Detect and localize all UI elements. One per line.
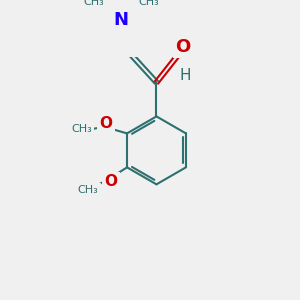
- Text: CH₃: CH₃: [138, 0, 159, 8]
- Text: CH₃: CH₃: [71, 124, 92, 134]
- Text: O: O: [100, 116, 112, 131]
- Text: CH₃: CH₃: [78, 185, 99, 195]
- Text: O: O: [176, 38, 191, 56]
- Text: H: H: [180, 68, 191, 83]
- Text: O: O: [104, 174, 117, 189]
- Text: N: N: [113, 11, 128, 29]
- Text: CH₃: CH₃: [83, 0, 104, 8]
